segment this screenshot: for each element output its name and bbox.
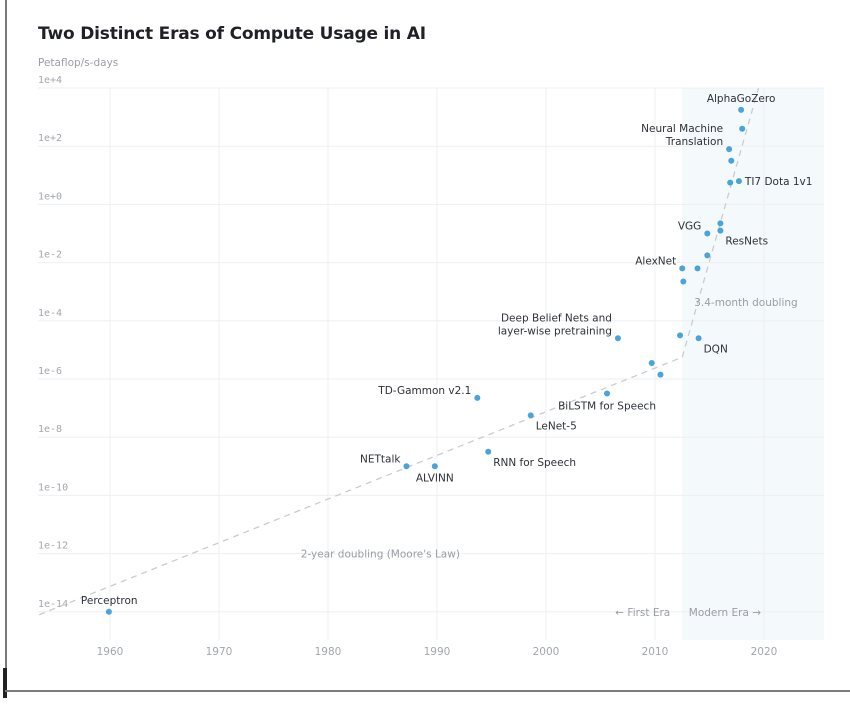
x-tick-label: 1960 [97,646,124,658]
data-point [680,278,687,285]
y-tick-label: 1e-2 [38,250,62,261]
window-left-border [5,0,7,694]
x-tick-label: 2010 [642,646,669,658]
data-point [431,463,438,470]
point-label: RNN for Speech [493,457,576,469]
trend-line [681,87,760,358]
data-point [694,265,701,272]
point-label: LeNet-5 [536,420,577,432]
data-point [527,412,534,419]
point-label: AlexNet [635,255,676,267]
x-tick-label: 2000 [533,646,560,658]
point-label: TI7 Dota 1v1 [744,176,813,188]
annotation: ← First Era [615,607,670,619]
y-tick-label: 1e-4 [38,308,62,319]
chart-title: Two Distinct Eras of Compute Usage in AI [38,24,426,44]
data-point [704,252,711,259]
data-point [403,463,410,470]
data-point [677,332,684,339]
point-label: TD-Gammon v2.1 [377,385,471,397]
x-tick-label: 2020 [751,646,778,658]
data-point [717,227,724,234]
data-point [739,125,746,132]
point-label: NETtalk [360,453,401,465]
x-tick-label: 1970 [206,646,233,658]
point-label: Neural Machine [641,123,723,135]
data-point [735,178,742,185]
modern-era-shading [682,88,824,640]
data-point [695,335,702,342]
point-label: ALVINN [416,472,454,484]
data-point [485,448,492,455]
data-point [727,179,734,186]
data-point [604,390,611,397]
point-label: Perceptron [81,595,138,607]
data-point [704,230,711,237]
point-label: DQN [704,343,728,355]
y-axis-unit-label: Petaflop/s-days [38,57,119,69]
point-label: BiLSTM for Speech [558,401,656,413]
point-label: VGG [678,221,701,233]
y-tick-label: 1e-14 [38,599,68,610]
y-tick-label: 1e-10 [38,482,68,493]
point-label: ResNets [725,236,768,248]
x-tick-label: 1980 [315,646,342,658]
annotation: Modern Era → [689,607,761,619]
data-point [717,220,724,227]
y-tick-label: 1e+4 [38,75,62,86]
window-bottom-border [5,690,850,692]
data-point [657,371,664,378]
data-point [648,359,655,366]
y-tick-label: 1e-6 [38,366,62,377]
annotation: 3.4-month doubling [694,297,797,309]
trend-line [38,356,683,616]
point-label: Translation [665,136,723,148]
y-tick-label: 1e+2 [38,133,62,144]
y-tick-label: 1e+0 [38,191,62,202]
data-point [728,157,735,164]
data-point [726,146,733,153]
data-point [105,608,112,615]
point-label: AlphaGoZero [707,93,776,105]
data-point [614,335,621,342]
data-point [738,106,745,113]
y-tick-label: 1e-12 [38,541,68,552]
text-cursor [3,668,7,698]
point-label: layer-wise pretraining [498,325,612,337]
y-tick-label: 1e-8 [38,424,62,435]
data-point [679,265,686,272]
point-label: Deep Belief Nets and [501,312,612,324]
x-tick-label: 1990 [424,646,451,658]
annotation: 2-year doubling (Moore's Law) [301,549,460,561]
data-point [474,394,481,401]
